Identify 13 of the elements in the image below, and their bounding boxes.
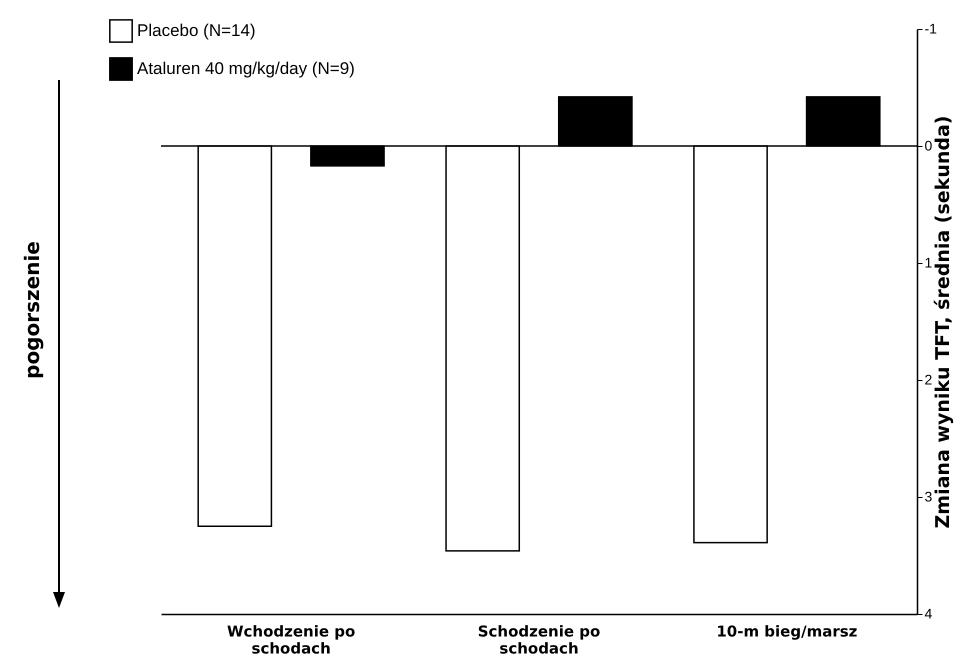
y-tick-label: 1 (924, 254, 932, 270)
y-tick-label: 3 (924, 488, 932, 504)
y-tick-label: 0 (924, 138, 932, 154)
x-tick-label: Wchodzenie po schodach (226, 622, 356, 658)
legend-label: Placebo (N=14) (137, 21, 256, 40)
y-axis-title: Zmiana wyniku TFT, średnia (sekunda) (932, 116, 954, 528)
y-tick-label: 4 (924, 606, 932, 622)
legend-label: Ataluren 40 mg/kg/day (N=9) (137, 59, 355, 78)
x-tick-label: 10-m bieg/marsz (716, 622, 858, 640)
y-tick-label: 2 (924, 372, 932, 388)
y-tick-label: -1 (924, 20, 938, 36)
x-tick-label: Schodzenie po schodach (478, 622, 600, 658)
text: pogorszenie (20, 241, 44, 379)
